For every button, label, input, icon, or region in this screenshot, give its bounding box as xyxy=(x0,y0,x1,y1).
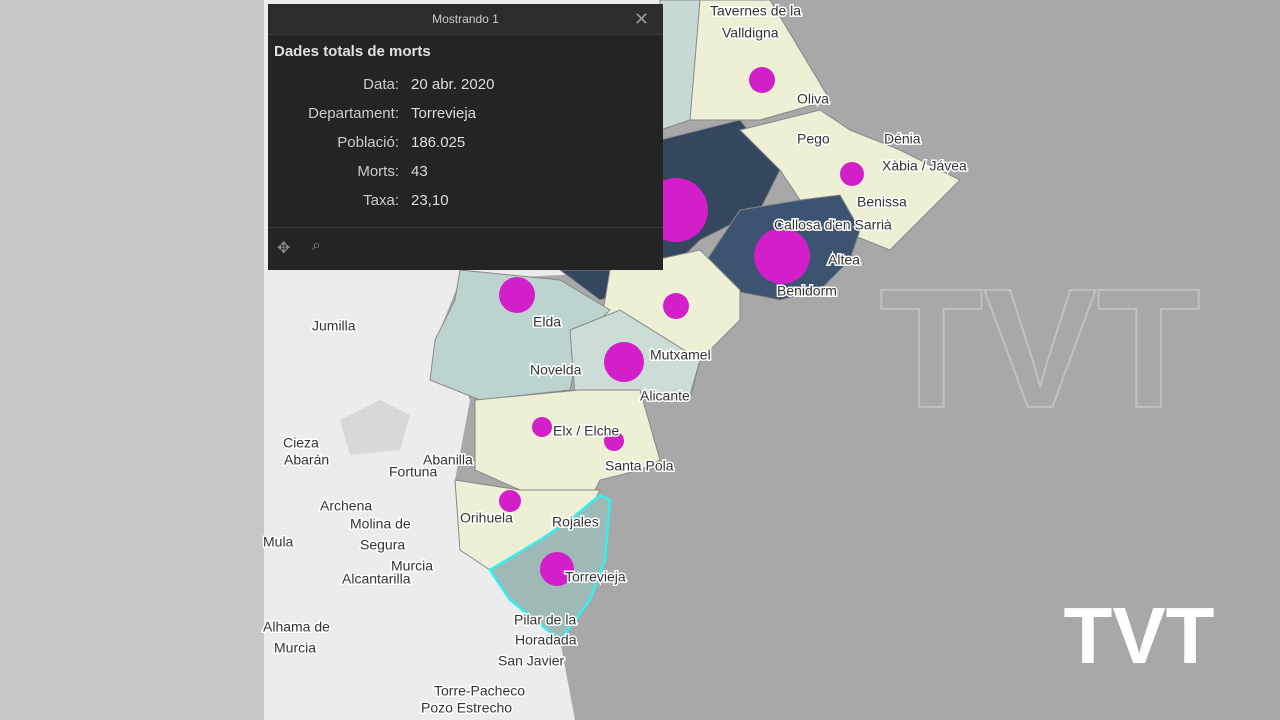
field-row: Departament: Torrevieja xyxy=(268,105,663,122)
place-label: Alcantarilla xyxy=(342,571,411,587)
place-label: Alicante xyxy=(640,388,690,404)
place-label: Dénia xyxy=(884,131,921,147)
field-label: Taxa: xyxy=(363,192,399,209)
symbol[interactable] xyxy=(754,228,810,284)
watermark: TVT xyxy=(879,254,1200,444)
place-label: Molina de xyxy=(350,516,411,532)
place-label: Fortuna xyxy=(389,464,437,480)
place-label: Mutxamel xyxy=(650,347,711,363)
field-value: 43 xyxy=(411,163,428,180)
field-value: Torrevieja xyxy=(411,105,477,122)
field-label: Departament: xyxy=(308,105,399,122)
symbol[interactable] xyxy=(604,431,624,451)
place-label: Callosa d'en Sarrià xyxy=(774,217,892,233)
place-label: Horadada xyxy=(515,632,577,648)
popup-title: Dades totals de morts xyxy=(274,43,431,60)
field-row: Morts: 43 xyxy=(268,163,663,180)
popup: Mostrando 1 ✕ Dades totals de morts Data:… xyxy=(268,4,663,270)
zoom-button[interactable]: ⌕ xyxy=(312,237,321,254)
place-label: Mula xyxy=(263,534,294,550)
field-value: 20 abr. 2020 xyxy=(411,76,495,93)
place-label: Abanilla xyxy=(423,452,473,468)
place-label: Torrevieja xyxy=(565,569,626,585)
place-label: Pozo Estrecho xyxy=(421,700,512,716)
region xyxy=(689,0,831,121)
symbol[interactable] xyxy=(604,342,644,382)
popup-header-text: Mostrando 1 xyxy=(432,12,499,26)
field-row: Taxa: 23,10 xyxy=(268,192,663,209)
symbol[interactable] xyxy=(499,277,535,313)
close-button[interactable]: ✕ xyxy=(633,9,649,29)
place-label: Murcia xyxy=(391,558,433,574)
place-label: Abarán xyxy=(284,452,329,468)
place-label: Xàbia / Jávea xyxy=(882,158,967,174)
place-label: Segura xyxy=(360,537,405,553)
field-label: Morts: xyxy=(357,163,399,180)
place-label: Murcia xyxy=(274,640,316,656)
symbol[interactable] xyxy=(540,552,574,586)
place-label: San Javier xyxy=(498,653,564,669)
place-label: Tavernes de la xyxy=(710,3,801,19)
side-band xyxy=(0,0,264,720)
symbol[interactable] xyxy=(499,490,521,512)
place-label: Altea xyxy=(828,252,860,268)
place-label: Elx / Elche xyxy=(553,423,619,439)
logo: TVT xyxy=(1063,591,1214,680)
place-label: Rojales xyxy=(552,514,599,530)
field-row: Data: 20 abr. 2020 xyxy=(268,76,663,93)
place-label: Pego xyxy=(797,131,830,147)
relief xyxy=(340,400,410,455)
place-label: Oliva xyxy=(797,91,829,107)
field-value: 23,10 xyxy=(411,192,449,209)
popup-header: Mostrando 1 ✕ xyxy=(268,4,663,35)
pan-button[interactable]: ✥ xyxy=(277,240,291,257)
symbol[interactable] xyxy=(749,67,775,93)
place-label: Torre-Pacheco xyxy=(434,683,525,699)
place-label: Orihuela xyxy=(460,510,513,526)
place-label: Alhama de xyxy=(263,619,330,635)
field-label: Data: xyxy=(363,76,399,93)
place-label: Benissa xyxy=(857,194,907,210)
place-label: Novelda xyxy=(530,362,582,378)
place-label: Archena xyxy=(320,498,372,514)
symbol[interactable] xyxy=(663,293,689,319)
field-value: 186.025 xyxy=(411,134,466,151)
place-label: Santa Pola xyxy=(605,458,674,474)
field-label: Població: xyxy=(337,134,399,151)
region xyxy=(474,389,661,501)
symbol[interactable] xyxy=(840,162,864,186)
popup-footer: ✥ ⌕ xyxy=(268,227,663,270)
place-label: Jumilla xyxy=(312,318,356,334)
field-list: Data: 20 abr. 2020 Departament: Torrevieja P… xyxy=(268,76,663,209)
place-label: Benidorm xyxy=(777,283,837,299)
place-label: Valldigna xyxy=(722,25,779,41)
place-label: Elda xyxy=(533,314,561,330)
place-label: Pilar de la xyxy=(514,612,576,628)
field-row: Població: 186.025 xyxy=(268,134,663,151)
place-label: Cieza xyxy=(283,435,319,451)
symbol[interactable] xyxy=(532,417,552,437)
labels: Tavernes de la Valldigna Oliva Pego Déni… xyxy=(262,1,969,717)
